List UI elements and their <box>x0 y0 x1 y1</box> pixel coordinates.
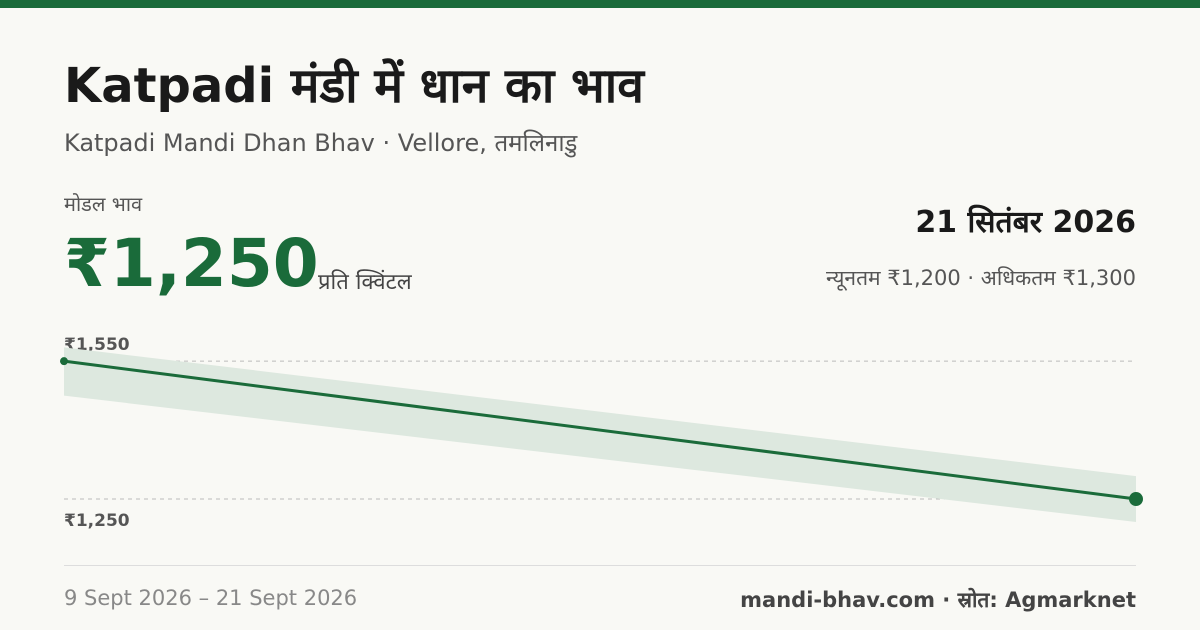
source: mandi-bhav.com · स्रोत: Agmarknet <box>740 588 1136 612</box>
point <box>60 357 68 366</box>
price-line <box>63 359 1137 501</box>
y-tick-label: ₹1,250 <box>64 511 130 531</box>
price-unit: प्रति क्विंटल <box>318 270 412 295</box>
date-range: 9 Sept 2026 – 21 Sept 2026 <box>64 586 358 610</box>
price-range: न्यूनतम ₹1,200 · अधिकतम ₹1,300 <box>826 266 1136 290</box>
subtitle: Katpadi Mandi Dhan Bhav · Vellore, तमलिन… <box>64 129 578 157</box>
chart: ₹1,550₹1,250 <box>60 335 1143 531</box>
range-band <box>64 347 1136 523</box>
point <box>1129 492 1143 507</box>
price-value: ₹1,250 <box>64 225 319 302</box>
price-label: मोडल भाव <box>64 192 143 216</box>
divider <box>64 565 1136 566</box>
title: Katpadi मंडी में धान का भाव <box>64 58 644 114</box>
top-bar <box>0 0 1200 8</box>
price-date: 21 सितंबर 2026 <box>915 205 1136 240</box>
